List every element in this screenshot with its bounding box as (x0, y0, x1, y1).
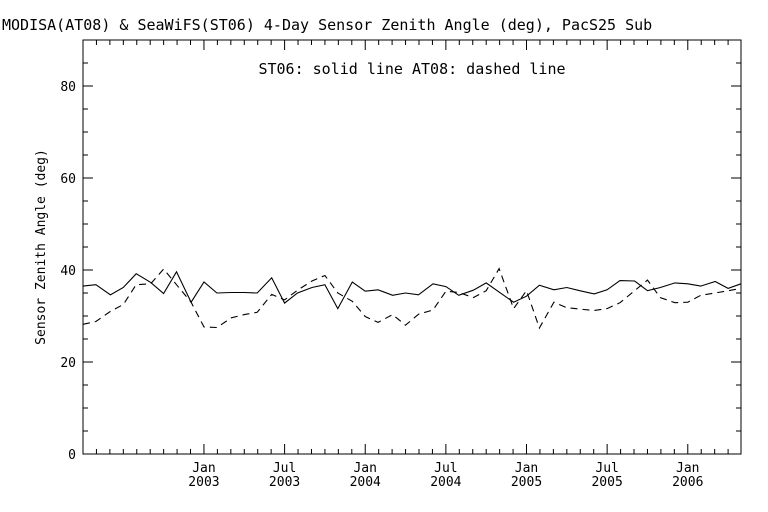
x-tick-month-label: Jan (515, 461, 538, 476)
chart-title: MODISA(AT08) & SeaWiFS(ST06) 4-Day Senso… (2, 16, 652, 34)
x-tick-month-label: Jul (434, 461, 457, 476)
x-tick-year-label: 2005 (511, 475, 542, 490)
x-tick-year-label: 2003 (269, 475, 300, 490)
x-tick-month-label: Jan (353, 461, 376, 476)
series-line-at08 (82, 267, 742, 330)
x-axis: Jan2003Jul2003Jan2004Jul2004Jan2005Jul20… (82, 40, 729, 490)
y-axis: 0 20 40 60 80 (60, 39, 741, 463)
x-tick-year-label: 2004 (350, 475, 381, 490)
series-layer (82, 267, 742, 330)
y-axis-label: Sensor Zenith Angle (deg) (34, 149, 49, 345)
x-tick-month-label: Jan (676, 461, 699, 476)
y-tick-label: 80 (60, 80, 76, 95)
y-tick-label: 60 (60, 172, 76, 187)
x-tick-year-label: 2003 (188, 475, 219, 490)
y-tick-label: 0 (68, 448, 76, 463)
legend-annotation: ST06: solid line AT08: dashed line (258, 60, 565, 78)
x-tick-month-label: Jul (273, 461, 296, 476)
x-tick-year-label: 2005 (591, 475, 622, 490)
series-line-st06 (82, 270, 742, 310)
y-tick-label: 40 (60, 264, 76, 279)
x-tick-year-label: 2004 (430, 475, 461, 490)
plot-frame (82, 39, 742, 455)
y-tick-label: 20 (60, 356, 76, 371)
x-tick-month-label: Jan (192, 461, 215, 476)
x-tick-month-label: Jul (595, 461, 618, 476)
x-tick-year-label: 2006 (672, 475, 703, 490)
